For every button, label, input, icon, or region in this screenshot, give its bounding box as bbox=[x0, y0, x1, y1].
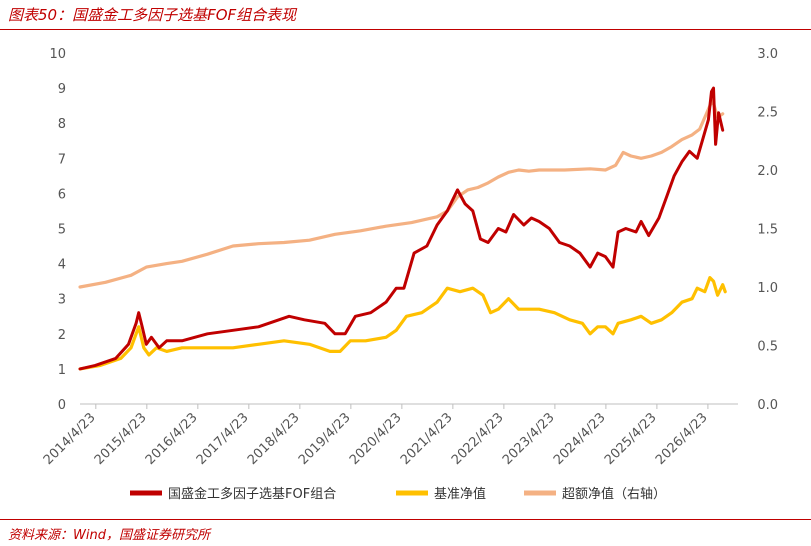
y-right-tick-label: 2.5 bbox=[757, 106, 778, 121]
x-tick-label: 2018/4/23 bbox=[245, 410, 303, 468]
y-right-tick-label: 1.0 bbox=[757, 281, 778, 296]
y-left-tick-label: 0 bbox=[58, 398, 66, 413]
x-tick-label: 2024/4/23 bbox=[551, 410, 609, 468]
y-left-tick-label: 2 bbox=[58, 328, 66, 343]
x-tick-label: 2016/4/23 bbox=[143, 410, 201, 468]
y-left-tick-label: 8 bbox=[58, 117, 66, 132]
legend-label-0: 国盛金工多因子选基FOF组合 bbox=[168, 486, 336, 502]
y-left-tick-label: 3 bbox=[58, 293, 66, 308]
y-left-tick-label: 5 bbox=[58, 223, 66, 238]
y-left-tick-label: 10 bbox=[49, 47, 66, 62]
y-left-tick-label: 4 bbox=[58, 258, 66, 273]
y-right-tick-label: 2.0 bbox=[757, 164, 778, 179]
x-tick-label: 2021/4/23 bbox=[398, 410, 456, 468]
x-tick-label: 2023/4/23 bbox=[500, 410, 558, 468]
y-left-tick-label: 6 bbox=[58, 187, 66, 202]
x-tick-label: 2015/4/23 bbox=[92, 410, 150, 468]
x-tick-label: 2019/4/23 bbox=[296, 410, 354, 468]
line-chart: 0 1 2 3 4 5 6 7 8 9 10 0.0 0.5 1.0 1.5 2.0 2.5 3.0 2014/4/… bbox=[41, 47, 778, 502]
chart-title: 图表50：国盛金工多因子选基FOF组合表现 bbox=[8, 6, 297, 24]
y-left-tick-label: 1 bbox=[58, 363, 66, 378]
x-tick-label: 2026/4/23 bbox=[653, 410, 711, 468]
series-line-1 bbox=[78, 276, 727, 371]
x-tick-label: 2014/4/23 bbox=[41, 410, 99, 468]
source-note: 资料来源：Wind，国盛证券研究所 bbox=[8, 528, 210, 543]
y-right-tick-label: 0.5 bbox=[757, 340, 778, 355]
x-tick-label: 2017/4/23 bbox=[194, 410, 252, 468]
legend-label-1: 基准净值 bbox=[434, 486, 486, 502]
y-left-tick-label: 9 bbox=[58, 82, 66, 97]
title-divider bbox=[0, 29, 811, 30]
x-tick-label: 2020/4/23 bbox=[347, 410, 405, 468]
footer-divider bbox=[0, 519, 811, 520]
series-line-2 bbox=[78, 98, 725, 289]
y-left-tick-label: 7 bbox=[58, 152, 66, 167]
x-tick-label: 2025/4/23 bbox=[602, 410, 660, 468]
x-tick-label: 2022/4/23 bbox=[449, 410, 507, 468]
y-right-tick-label: 3.0 bbox=[757, 47, 778, 62]
series-line-0 bbox=[78, 86, 725, 371]
y-right-tick-label: 0.0 bbox=[757, 398, 778, 413]
y-right-tick-label: 1.5 bbox=[757, 223, 778, 238]
legend-label-2: 超额净值（右轴） bbox=[562, 486, 666, 502]
